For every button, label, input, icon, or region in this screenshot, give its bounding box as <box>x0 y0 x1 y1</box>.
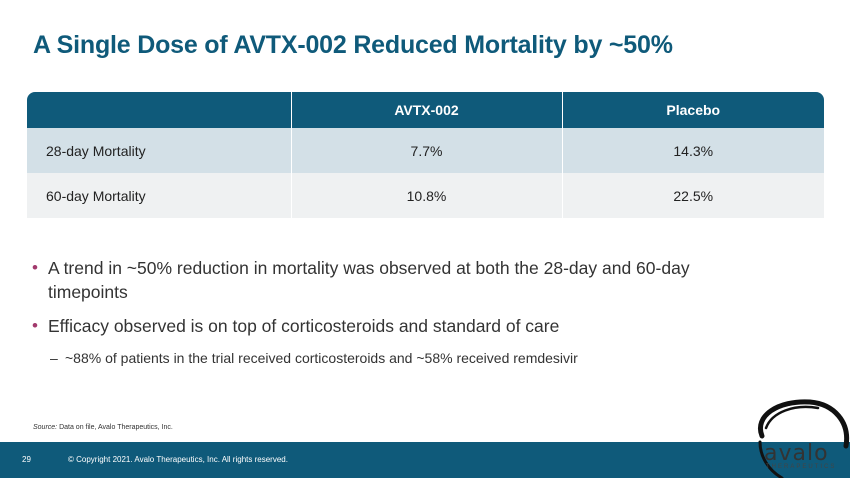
bullet-text: A trend in ~50% reduction in mortality w… <box>48 258 690 302</box>
source-text: Data on file, Avalo Therapeutics, Inc. <box>59 424 173 431</box>
bullet-dot-icon: • <box>32 258 38 277</box>
cell-avtx: 7.7% <box>290 128 562 173</box>
bullet-text: Efficacy observed is on top of corticost… <box>48 316 560 336</box>
logo-tagline: THERAPEUTICS <box>766 464 837 470</box>
company-logo: avalo THERAPEUTICS <box>738 396 850 478</box>
footer-bar: 29 © Copyright 2021. Avalo Therapeutics,… <box>0 442 850 478</box>
logo-wordmark: avalo <box>764 441 829 466</box>
mortality-table: AVTX-002 Placebo 28-day Mortality 7.7% 1… <box>27 92 824 218</box>
copyright-text: © Copyright 2021. Avalo Therapeutics, In… <box>68 455 288 464</box>
source-note: Source: Data on file, Avalo Therapeutics… <box>33 424 173 431</box>
cell-placebo: 22.5% <box>561 173 824 218</box>
table-row: 60-day Mortality 10.8% 22.5% <box>27 173 824 218</box>
page-number: 29 <box>22 455 31 464</box>
brush-circle-icon <box>758 399 850 478</box>
table-header-row: AVTX-002 Placebo <box>27 92 824 128</box>
table-row: 28-day Mortality 7.7% 14.3% <box>27 128 824 173</box>
row-label: 28-day Mortality <box>27 128 291 173</box>
dash-icon: – <box>50 350 58 366</box>
table-header-empty <box>27 92 291 128</box>
bullet-list: • A trend in ~50% reduction in mortality… <box>32 256 732 368</box>
table-header-placebo: Placebo <box>561 92 824 128</box>
slide-title: A Single Dose of AVTX-002 Reduced Mortal… <box>33 31 673 59</box>
sub-bullet-item: – ~88% of patients in the trial received… <box>50 348 732 368</box>
bullet-dot-icon: • <box>32 316 38 335</box>
table-header-avtx: AVTX-002 <box>290 92 562 128</box>
source-label: Source: <box>33 424 58 431</box>
cell-placebo: 14.3% <box>561 128 824 173</box>
cell-avtx: 10.8% <box>290 173 562 218</box>
sub-bullet-text: ~88% of patients in the trial received c… <box>65 350 578 366</box>
row-label: 60-day Mortality <box>27 173 291 218</box>
bullet-item: • A trend in ~50% reduction in mortality… <box>32 256 732 304</box>
bullet-item: • Efficacy observed is on top of cortico… <box>32 314 732 338</box>
